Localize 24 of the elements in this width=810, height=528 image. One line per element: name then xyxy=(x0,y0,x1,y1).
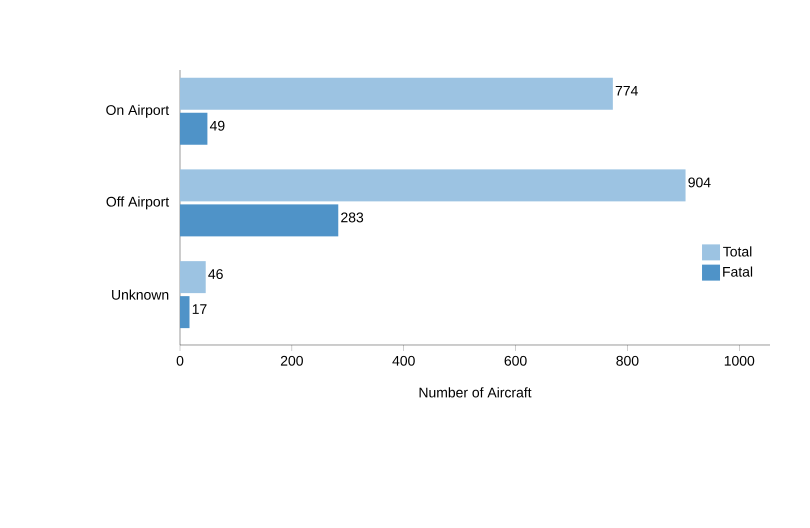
x-tick-label: 1000 xyxy=(724,356,754,366)
y-tick-label: Off Airport xyxy=(106,196,170,210)
y-tick-label: On Airport xyxy=(106,104,170,118)
x-tick-label: 200 xyxy=(280,356,303,366)
data-label: 49 xyxy=(210,120,224,131)
x-tick-label: 600 xyxy=(504,356,527,366)
legend-label: Total xyxy=(723,246,752,257)
x-tick-label: 800 xyxy=(616,356,638,366)
x-tick-label: 0 xyxy=(176,356,184,366)
legend-label: Fatal xyxy=(723,266,752,277)
data-label: 283 xyxy=(341,212,364,222)
bar xyxy=(180,296,190,328)
bar xyxy=(180,112,208,145)
data-label: 904 xyxy=(688,177,711,188)
x-tick-label: 400 xyxy=(392,356,415,366)
bar xyxy=(180,169,686,202)
x-axis-title: Number of Aircraft xyxy=(420,387,532,398)
bar xyxy=(180,78,613,110)
data-label: 17 xyxy=(192,304,207,314)
y-tick-label: Unknown xyxy=(112,289,168,300)
bar xyxy=(180,204,338,236)
data-label: 774 xyxy=(616,86,638,96)
bar xyxy=(180,261,206,294)
data-label: 46 xyxy=(208,269,223,280)
